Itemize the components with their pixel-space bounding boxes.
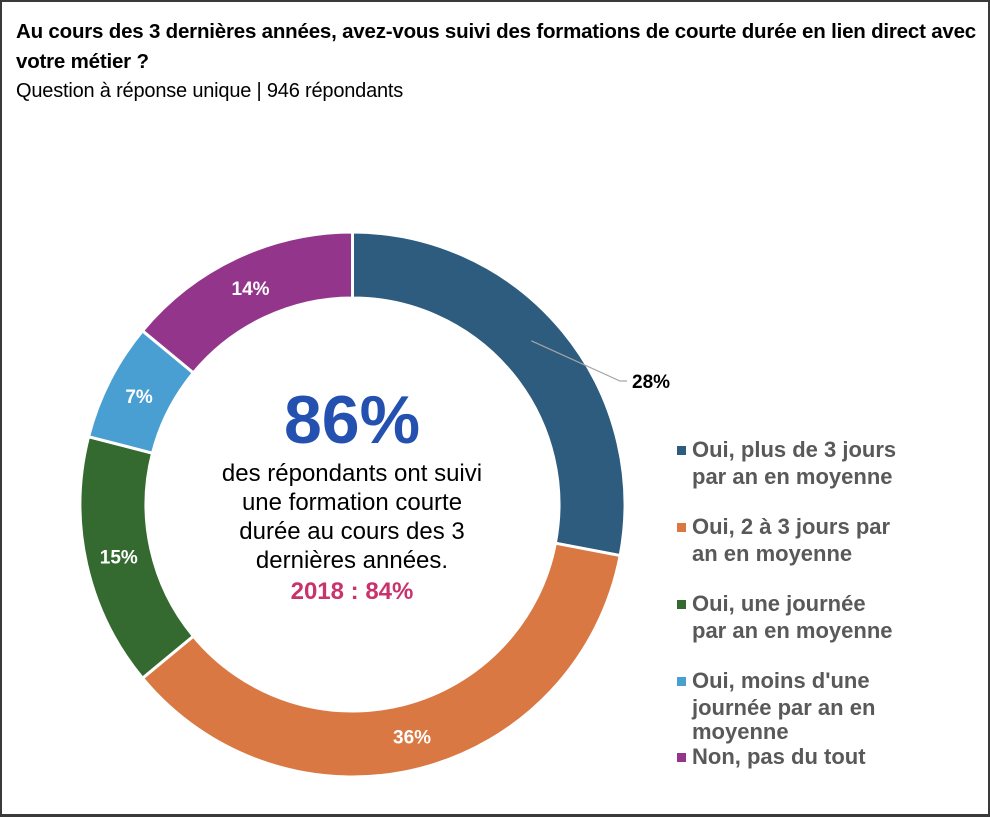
- legend-label-line: Oui, moins d'une: [692, 668, 870, 693]
- legend-item-one-day: Oui, une journée par an en moyenne: [676, 590, 976, 644]
- legend-item-more-than-3-days: Oui, plus de 3 jours par an en moyenne: [676, 436, 976, 490]
- legend-label-line: Oui, 2 à 3 jours par: [692, 514, 891, 539]
- legend-label-line: moyenne: [692, 719, 789, 744]
- legend-label-line: Oui, une journée: [692, 591, 866, 616]
- legend-item-less-than-one-day: Oui, moins d'une journée par an en moyen…: [676, 667, 976, 743]
- donut-slice: [140, 541, 622, 779]
- legend-label-line: an en moyenne: [692, 541, 853, 566]
- legend-swatch: [677, 523, 686, 532]
- slice-data-label: 36%: [393, 727, 431, 748]
- slice-data-label: 28%: [632, 372, 670, 393]
- previous-year-stat: 2018 : 84%: [290, 578, 414, 605]
- center-text-line-2: une formation courte: [241, 489, 463, 516]
- legend-label-line: Non, pas du tout: [692, 744, 866, 769]
- legend-item-not-at-all: Non, pas du tout: [676, 743, 976, 770]
- leader-line: [531, 340, 627, 382]
- center-text-line-4: dernières années.: [255, 547, 449, 574]
- legend-swatch: [677, 753, 686, 762]
- chart-title: Au cours des 3 dernières années, avez-vo…: [16, 20, 977, 73]
- legend-swatch: [677, 600, 686, 609]
- center-summary: 86% des répondants ont suivi une formati…: [172, 380, 532, 608]
- legend: Oui, plus de 3 jours par an en moyenne O…: [676, 436, 976, 770]
- slice-data-label: 14%: [232, 279, 270, 300]
- donut-slice: [140, 230, 354, 375]
- legend-swatch: [677, 446, 686, 455]
- slice-data-label: 15%: [100, 548, 138, 569]
- chart-subtitle: Question à réponse unique | 946 répondan…: [16, 80, 404, 102]
- legend-item-2-to-3-days: Oui, 2 à 3 jours par an en moyenne: [676, 513, 976, 567]
- legend-label-line: journée par an en: [692, 695, 876, 720]
- center-text-line-1: des répondants ont suivi: [221, 460, 483, 487]
- legend-swatch: [677, 677, 686, 686]
- slice-data-label: 7%: [125, 387, 153, 408]
- legend-label-line: Oui, plus de 3 jours: [692, 437, 897, 462]
- center-text-line-3: durée au cours des 3: [239, 518, 465, 545]
- legend-label-line: par an en moyenne: [692, 464, 893, 489]
- headline-percentage: 86%: [283, 382, 421, 458]
- legend-label-line: par an en moyenne: [692, 618, 893, 643]
